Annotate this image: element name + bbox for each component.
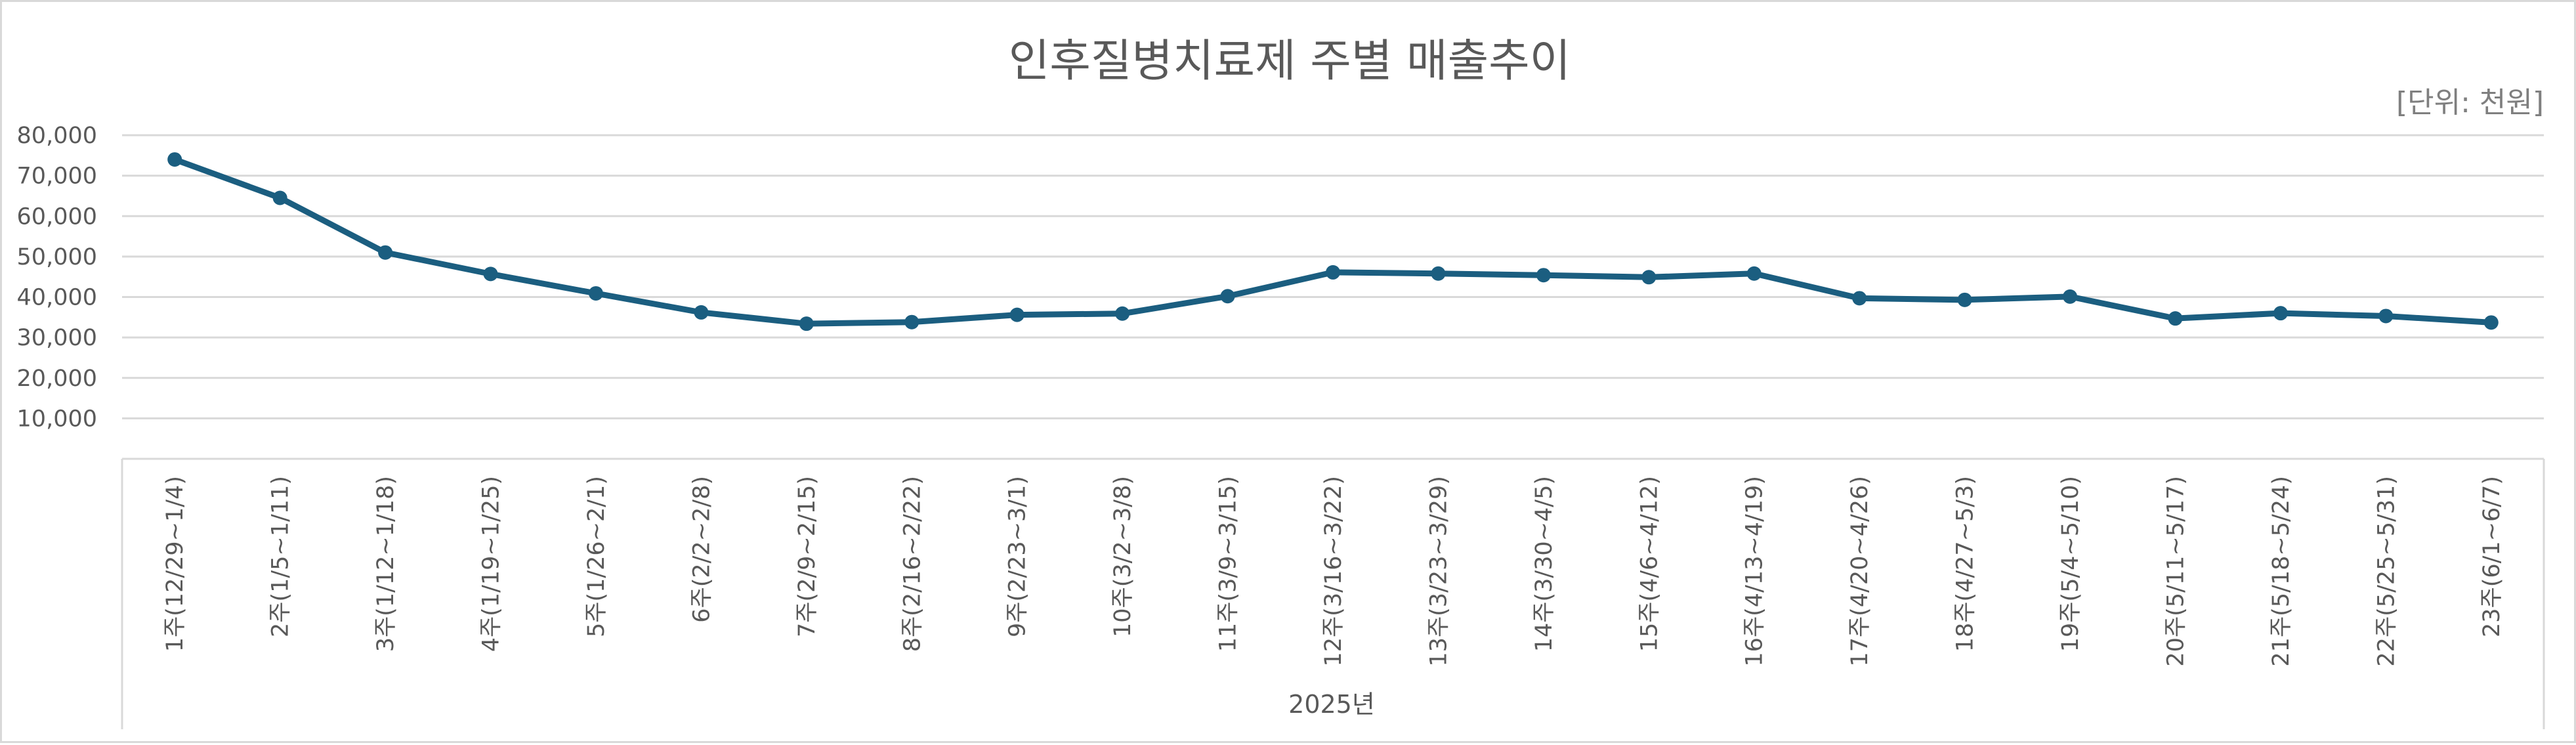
- x-tick-label: 9주(2/23~3/1): [1005, 476, 1031, 637]
- data-point: [2063, 289, 2078, 304]
- data-point: [378, 245, 393, 260]
- data-point: [1852, 291, 1867, 306]
- data-point: [1746, 266, 1762, 281]
- data-point: [694, 305, 709, 320]
- x-tick-label: 10주(3/2~3/8): [1110, 476, 1136, 637]
- data-point: [1220, 289, 1235, 304]
- y-tick-label: 30,000: [17, 325, 97, 351]
- data-point: [272, 190, 287, 205]
- data-point: [1115, 306, 1130, 321]
- data-point: [1536, 268, 1551, 283]
- x-tick-label: 23주(6/1~6/7): [2479, 476, 2505, 637]
- x-axis-ticks: 1주(12/29~1/4) 2주(1/5~1/11) 3주(1/12~1/18) 4주…: [162, 476, 2505, 667]
- x-tick-label: 22주(5/25~5/31): [2373, 476, 2399, 667]
- x-tick-label: 20주(5/11~5/17): [2163, 476, 2189, 667]
- x-tick-label: 18주(4/27~5/3): [1953, 476, 1979, 652]
- data-point: [2273, 306, 2288, 321]
- x-tick-label: 2주(1/5~1/11): [268, 476, 294, 637]
- data-point: [799, 316, 814, 331]
- x-tick-label: 5주(1/26~2/1): [583, 476, 610, 637]
- data-point: [1009, 307, 1024, 322]
- x-tick-label: 7주(2/9~2/15): [794, 476, 820, 637]
- x-tick-label: 8주(2/16~2/22): [899, 476, 925, 652]
- x-tick-label: 14주(3/30~4/5): [1531, 476, 1557, 652]
- data-point: [588, 286, 603, 301]
- y-axis-ticks: 10,000 20,000 30,000 40,000 50,000 60,000 70,0…: [17, 123, 97, 432]
- x-tick-label: 21주(5/18~5/24): [2268, 476, 2294, 667]
- x-tick-label: 13주(3/23~3/29): [1425, 476, 1452, 667]
- y-tick-label: 60,000: [17, 203, 97, 230]
- unit-label: [단위: 천원]: [2396, 86, 2544, 119]
- x-tick-label: 3주(1/12~1/18): [373, 476, 399, 652]
- x-tick-label: 11주(3/9~3/15): [1215, 476, 1242, 652]
- x-axis-label: 2025년: [1288, 690, 1375, 719]
- x-tick-label: 12주(3/16~3/22): [1320, 476, 1347, 667]
- data-point: [904, 314, 919, 330]
- x-tick-label: 15주(4/6~4/12): [1636, 476, 1662, 652]
- x-tick-label: 6주(2/2~2/8): [688, 476, 715, 623]
- x-tick-label: 1주(12/29~1/4): [162, 476, 188, 652]
- series-points: [167, 152, 2499, 331]
- data-point: [1957, 292, 1972, 307]
- data-point: [1641, 270, 1657, 285]
- y-tick-label: 70,000: [17, 163, 97, 190]
- x-tick-label: 4주(1/19~1/25): [478, 476, 505, 652]
- data-point: [2378, 309, 2394, 324]
- y-tick-label: 50,000: [17, 244, 97, 270]
- data-point: [1326, 265, 1340, 280]
- y-tick-label: 20,000: [17, 366, 97, 392]
- data-point: [483, 266, 498, 282]
- series-line: [171, 156, 2495, 327]
- chart-title: 인후질병치료제 주별 매출추이: [1009, 35, 1571, 87]
- y-tick-label: 40,000: [17, 285, 97, 311]
- axes: [121, 458, 2545, 729]
- x-tick-label: 17주(4/20~4/26): [1847, 476, 1873, 667]
- data-point: [167, 152, 182, 167]
- gridlines: [122, 134, 2544, 419]
- series-line-path: [171, 156, 2495, 327]
- x-tick-label: 19주(5/4~5/10): [2058, 476, 2084, 652]
- data-point: [2168, 311, 2183, 326]
- y-tick-label: 10,000: [17, 406, 97, 432]
- x-tick-label: 16주(4/13~4/19): [1742, 476, 1768, 667]
- data-point: [2483, 315, 2499, 330]
- data-point: [1431, 266, 1446, 281]
- y-tick-label: 80,000: [17, 123, 97, 149]
